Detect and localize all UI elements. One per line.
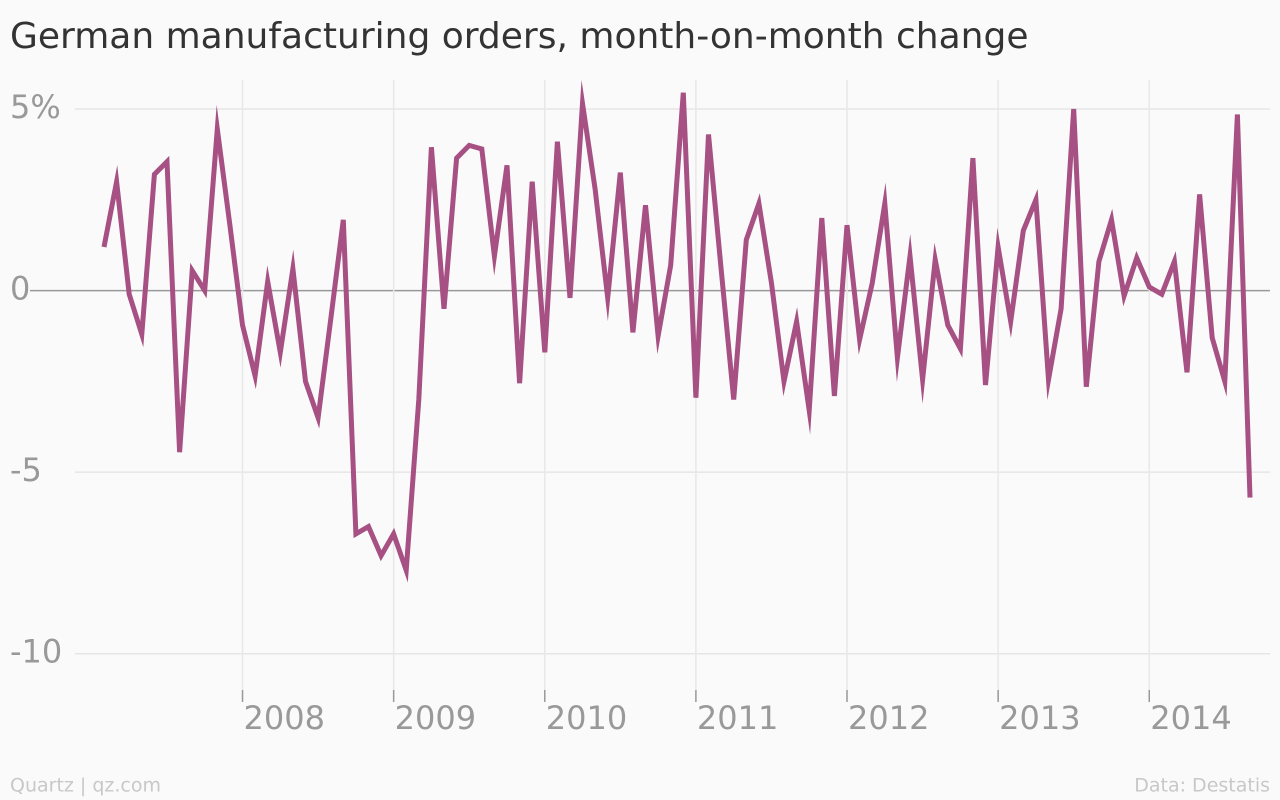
x-tick-label: 2013 xyxy=(999,699,1080,737)
chart-title: German manufacturing orders, month-on-mo… xyxy=(10,16,1028,57)
x-tick-label: 2011 xyxy=(697,699,778,737)
x-tick-label: 2008 xyxy=(244,699,325,737)
grid: 5% 0 -5 -10 2008 2009 2010 2011 2012 2013 2014 xyxy=(10,80,1270,737)
y-tick-label: -10 xyxy=(10,633,62,671)
y-tick-label: 0 xyxy=(10,270,30,308)
x-tick-label: 2012 xyxy=(848,699,929,737)
y-tick-label: -5 xyxy=(10,451,42,489)
credit: Quartz | qz.com xyxy=(10,775,161,797)
source: Data: Destatis xyxy=(1134,775,1270,797)
line xyxy=(101,79,1253,583)
x-tick-label: 2010 xyxy=(546,699,627,737)
x-tick-label: 2014 xyxy=(1150,699,1231,737)
x-tick-label: 2009 xyxy=(395,699,476,737)
plot xyxy=(101,79,1253,583)
y-tick-label: 5% xyxy=(10,88,61,126)
